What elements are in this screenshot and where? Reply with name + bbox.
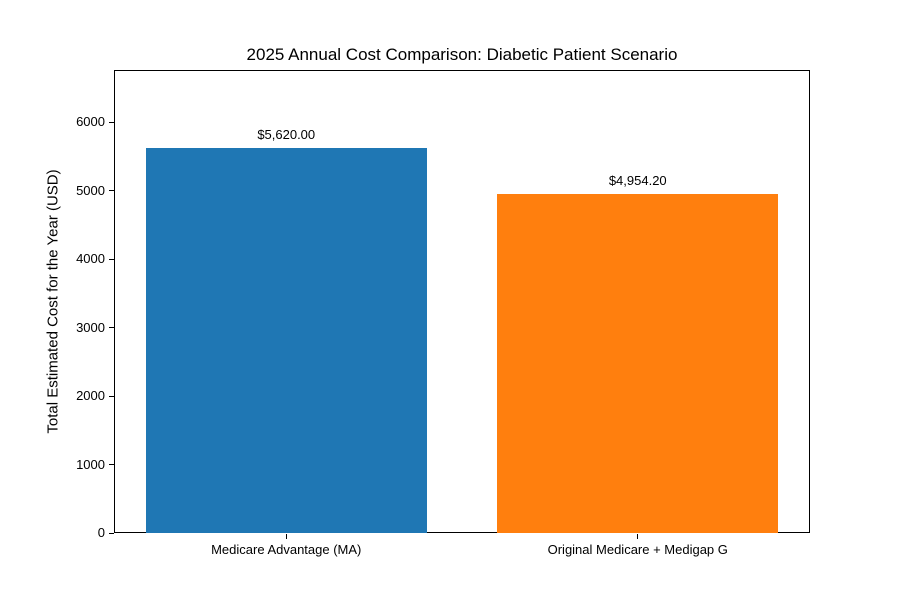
bar-value-label: $5,620.00 xyxy=(257,127,316,143)
y-tick-label: 0 xyxy=(97,525,105,540)
x-tick-label: Medicare Advantage (MA) xyxy=(211,542,362,557)
y-tick-label: 3000 xyxy=(76,319,105,335)
y-axis-label: Total Estimated Cost for the Year (USD) xyxy=(44,169,62,434)
y-tick-label: 4000 xyxy=(76,251,105,267)
chart-title: 2025 Annual Cost Comparison: Diabetic Pa… xyxy=(246,45,678,64)
y-tick-mark xyxy=(109,395,114,397)
y-tick-label: 2000 xyxy=(76,388,105,404)
x-tick-mark xyxy=(285,534,287,539)
bar xyxy=(497,193,779,533)
x-tick-label: Original Medicare + Medigap G xyxy=(547,542,728,557)
y-tick-mark xyxy=(109,327,114,329)
x-tick-mark xyxy=(637,534,639,539)
bar xyxy=(145,148,427,533)
y-tick-label: 5000 xyxy=(76,182,105,198)
y-tick-mark xyxy=(109,258,114,260)
bar-value-label: $4,954.20 xyxy=(608,172,667,188)
y-tick-mark xyxy=(109,532,114,534)
y-tick-label: 6000 xyxy=(76,114,105,130)
y-tick-mark xyxy=(109,121,114,123)
y-tick-label: 1000 xyxy=(76,456,105,472)
y-tick-mark xyxy=(109,190,114,192)
y-tick-mark xyxy=(109,464,114,465)
